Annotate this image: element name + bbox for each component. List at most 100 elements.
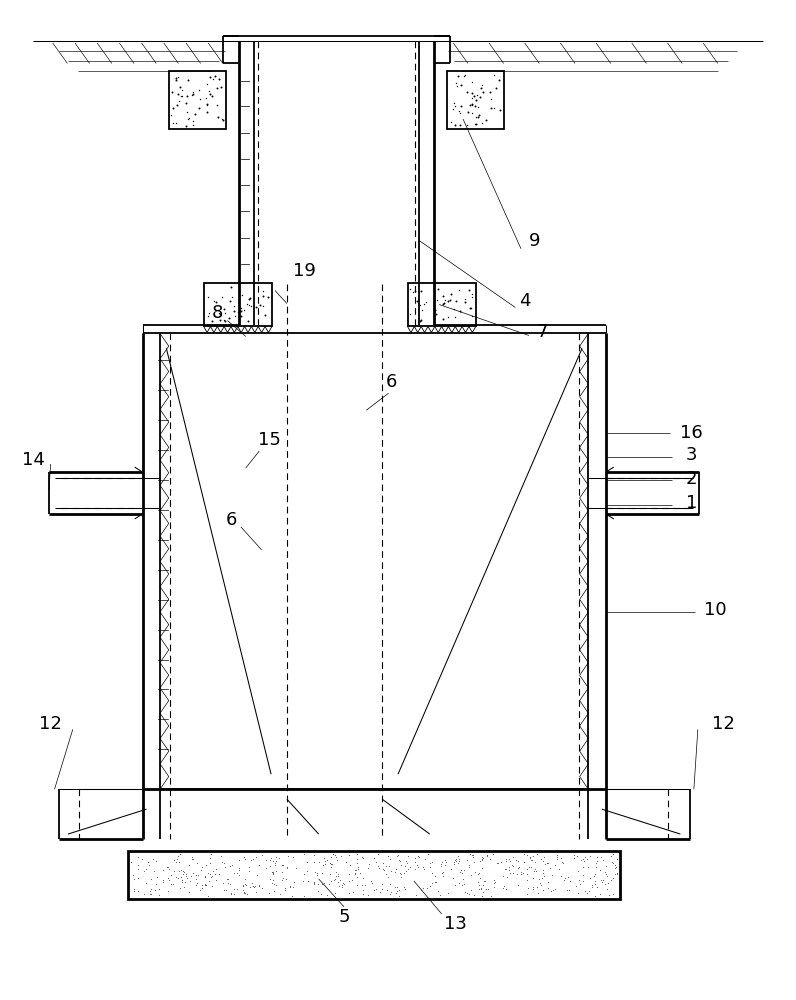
Point [284,879,297,895]
Point [447,101,459,117]
Point [175,82,188,98]
Point [393,865,406,881]
Point [178,879,191,895]
Point [249,878,262,894]
Point [232,867,245,883]
Point [537,853,549,869]
Point [144,883,157,899]
Point [465,286,478,302]
Point [224,876,236,892]
Point [335,848,348,864]
Point [235,308,248,324]
Point [308,874,321,890]
Point [143,886,156,902]
Point [607,855,619,871]
Point [527,879,540,895]
Point [499,851,512,867]
Point [418,851,431,867]
Point [196,880,209,896]
Point [555,850,568,866]
Point [224,279,237,295]
Point [206,878,219,894]
Point [175,862,188,878]
Point [578,853,591,869]
Point [206,863,219,879]
Point [389,885,402,901]
Point [244,298,257,314]
Point [509,852,522,868]
Point [475,851,488,867]
Point [453,103,466,119]
Point [490,80,502,96]
Point [376,876,388,892]
Point [231,881,244,897]
Point [351,846,364,862]
Point [528,863,540,879]
Point [331,874,344,890]
Point [286,888,298,904]
Point [554,868,567,884]
Text: 4: 4 [519,292,531,310]
Point [495,854,508,870]
Point [600,866,613,882]
Point [259,852,272,868]
Point [391,848,404,864]
Point [329,885,341,901]
Point [590,855,603,871]
Point [162,883,175,899]
Point [200,857,213,873]
Point [244,879,256,895]
Point [220,882,232,898]
Point [339,854,352,870]
Point [313,854,326,870]
Point [529,854,542,870]
Point [579,883,591,899]
Point [503,851,516,867]
Point [401,861,414,877]
Point [466,90,478,106]
Point [464,300,477,316]
Point [176,874,189,890]
Point [153,881,166,897]
Point [548,857,561,873]
Point [458,884,471,900]
Point [526,881,539,897]
Point [603,887,616,903]
Point [195,877,208,893]
Point [228,303,240,319]
Text: 19: 19 [293,262,316,280]
Point [307,875,320,891]
Point [490,855,503,871]
Point [541,880,554,896]
Point [400,855,413,871]
Point [175,88,188,104]
Point [611,866,623,882]
Point [425,854,438,870]
Point [237,885,250,901]
Point [414,313,427,329]
Point [463,97,476,113]
Point [438,295,451,311]
Point [591,853,603,869]
Point [344,857,357,873]
Point [127,871,140,887]
Point [238,849,251,865]
Point [176,872,189,888]
Point [185,849,198,865]
Point [198,869,211,885]
Point [476,77,489,93]
Point [406,284,419,300]
Point [204,86,217,102]
Point [596,872,609,888]
Point [170,869,182,885]
Point [512,877,525,893]
Point [217,301,230,317]
Point [462,886,475,902]
Point [479,873,492,889]
Point [473,881,486,897]
Point [392,852,405,868]
Point [455,862,467,878]
Point [327,872,340,888]
Point [256,880,268,896]
Point [504,853,517,869]
